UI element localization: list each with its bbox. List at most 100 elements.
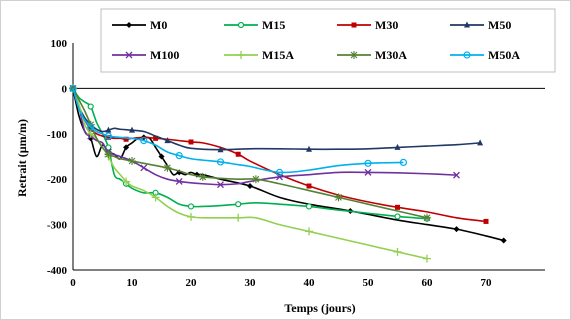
legend-label: M50 [488, 18, 511, 32]
data-point-m15a [122, 177, 131, 186]
legend-marker [237, 21, 245, 29]
y-tick-label: -200 [47, 174, 68, 186]
plot-area [72, 43, 545, 271]
data-point-m15a [305, 227, 313, 236]
legend-item-m15: M15 [224, 18, 285, 32]
data-point-m50 [105, 126, 112, 133]
data-point-m50 [164, 137, 171, 144]
y-tick-label: -100 [47, 129, 68, 141]
legend-label: M15 [262, 18, 285, 32]
x-tick-label: 70 [481, 277, 493, 289]
x-tick-label: 20 [186, 277, 198, 289]
data-point-m50a [399, 158, 407, 167]
data-point-m30 [306, 183, 312, 189]
x-tick-label: 40 [304, 277, 316, 289]
data-point-m30a [423, 213, 431, 222]
x-tick-label: 0 [70, 277, 76, 289]
data-point-m30 [395, 204, 400, 210]
y-axis-title: Retrait (µm/m) [15, 119, 29, 197]
data-point-m30 [105, 134, 111, 140]
legend-label: M50A [488, 48, 520, 62]
data-point-m15a [86, 129, 95, 138]
data-point-m30a [104, 150, 113, 159]
data-point-m100 [453, 171, 460, 179]
legend-label: M0 [150, 18, 167, 32]
data-point-m15 [187, 203, 195, 210]
legend-item-m100: M100 [112, 48, 179, 62]
legend-item-m30a: M30A [337, 48, 407, 62]
legend-marker [351, 22, 357, 28]
data-point-m0 [158, 153, 165, 160]
legend-marker [350, 51, 358, 59]
data-point-m30 [483, 218, 489, 224]
data-point-m30a [198, 172, 207, 181]
data-point-m50a [216, 158, 225, 166]
series-m30a [69, 84, 431, 222]
data-point-m50a [69, 84, 77, 93]
data-point-m30a [86, 120, 95, 129]
series-line-m30 [72, 88, 487, 223]
data-point-m30a [163, 163, 172, 172]
data-point-m15a [393, 247, 402, 256]
x-tick-label: 10 [127, 277, 139, 289]
data-point-m50a [364, 159, 372, 167]
data-point-m50a [87, 123, 95, 131]
y-tick-label: -400 [47, 265, 68, 277]
y-tick-label: 0 [62, 83, 68, 95]
legend-item-m30: M30 [337, 18, 398, 32]
data-point-m15a [234, 213, 243, 222]
data-point-m50 [129, 126, 135, 133]
legend-marker [126, 22, 132, 28]
data-point-m0 [500, 237, 507, 244]
data-point-m15a [151, 193, 160, 202]
legend-item-m50: M50 [450, 18, 511, 32]
legend: M0 M15 M30 M50 M100 M15A M30A M50A [100, 8, 556, 73]
legend-marker [237, 51, 245, 59]
x-tick-label: 60 [422, 277, 434, 289]
series-m50a [69, 84, 407, 176]
series-group [69, 84, 507, 263]
data-point-m100 [217, 181, 224, 189]
data-point-m30a [334, 193, 343, 202]
legend-marker [125, 51, 133, 59]
data-point-m30 [88, 126, 94, 132]
data-point-m30 [235, 151, 241, 157]
data-point-m15 [235, 201, 242, 208]
legend-label: M30A [375, 48, 407, 62]
data-point-m50a [140, 137, 148, 145]
x-tick-label: 50 [363, 277, 375, 289]
legend-marker [463, 51, 471, 59]
legend-item-m0: M0 [112, 18, 167, 32]
data-point-m15 [394, 213, 401, 220]
data-point-m30a [251, 175, 260, 184]
data-point-m50a [275, 168, 284, 176]
legend-box [100, 8, 556, 73]
data-point-m50 [394, 143, 401, 150]
data-point-m30a [128, 157, 136, 166]
data-point-m100 [364, 168, 372, 176]
legend-item-m15a: M15A [224, 48, 294, 62]
data-point-m15 [87, 103, 94, 110]
y-tick-label: 100 [51, 38, 68, 50]
x-tick-label: 30 [245, 277, 257, 289]
x-axis-title: Temps (jours) [284, 301, 355, 315]
data-point-m30 [123, 136, 129, 142]
legend-label: M15A [262, 48, 294, 62]
legend-item-m50a: M50A [450, 48, 520, 62]
series-line-m50a [72, 88, 404, 174]
data-point-m30 [153, 135, 159, 141]
legend-marker [464, 21, 470, 28]
legend-label: M100 [150, 48, 179, 62]
data-point-m0 [247, 183, 253, 190]
data-point-m30 [188, 139, 194, 145]
data-point-m50 [477, 139, 484, 146]
data-point-m100 [175, 178, 183, 185]
data-point-m50 [217, 146, 224, 153]
data-point-m50a [175, 151, 183, 160]
y-tick-label: -300 [47, 220, 68, 232]
y-tick-labels: 100 0 -100 -200 -300 -400 [47, 38, 68, 277]
data-point-m0 [123, 144, 130, 151]
x-tick-labels: 0 10 20 30 40 50 60 70 [70, 277, 492, 289]
